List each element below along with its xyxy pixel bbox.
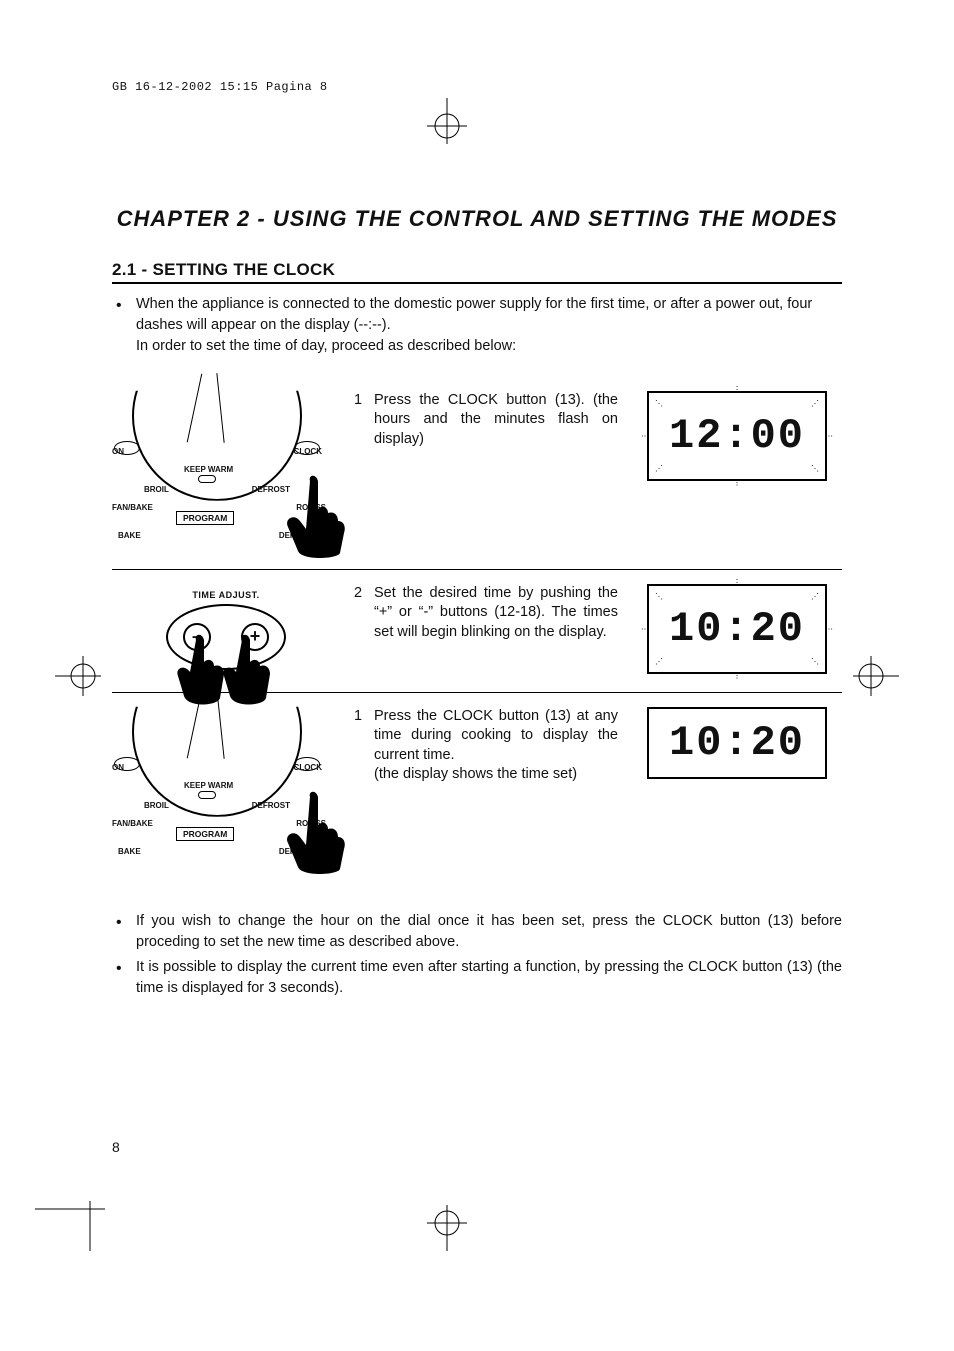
step1-body: Press the CLOCK button (13). (the hours … (374, 391, 618, 450)
panel-fanbake-label: FAN/BAKE (112, 819, 153, 828)
note-1: If you wish to change the hour on the di… (116, 911, 842, 953)
step2-display-col: ⋱⋰ ⋰⋱ ⋯⋯ ⋮⋮ 10:20 (632, 584, 842, 674)
chapter-title: CHAPTER 2 - USING THE CONTROL AND SETTIN… (112, 204, 842, 234)
step2-text: 2 Set the desired time by pushing the “+… (354, 584, 618, 643)
intro-bullets: When the appliance is connected to the d… (112, 294, 842, 357)
step-row-1: ON CLOCK KEEP WARM BROIL DEFROST FAN/BAK… (112, 377, 842, 570)
crop-mark-bl (35, 1201, 105, 1251)
hands-icon (176, 632, 276, 712)
hand-icon (282, 787, 352, 877)
panel-program-label: PROGRAM (176, 511, 234, 525)
panel-keepwarm-label: KEEP WARM (184, 781, 233, 790)
time-adjust-label: TIME ADJUST. (166, 590, 286, 600)
intro-bullet: When the appliance is connected to the d… (116, 294, 842, 357)
step2-body: Set the desired time by pushing the “+” … (374, 584, 618, 643)
panel-clock-label: CLOCK (294, 763, 322, 772)
page-header: GB 16-12-2002 15:15 Pagina 8 (112, 80, 842, 94)
step2-number: 2 (354, 584, 374, 643)
step-row-3: ON CLOCK KEEP WARM BROIL DEFROST FAN/BAK… (112, 693, 842, 885)
panel-keepwarm-label: KEEP WARM (184, 465, 233, 474)
step1-text: 1 Press the CLOCK button (13). (the hour… (354, 391, 618, 450)
panel-on-label: ON (112, 763, 124, 772)
step-row-2: TIME ADJUST. – + 2 Set the desired time … (112, 570, 842, 693)
hand-icon (282, 471, 352, 561)
panel-fanbake-label: FAN/BAKE (112, 503, 153, 512)
section-title: 2.1 - SETTING THE CLOCK (112, 260, 842, 284)
step3-display-col: 10:20 (632, 707, 842, 779)
step1-display: 12:00 (669, 412, 805, 460)
step3-display: 10:20 (669, 719, 805, 767)
panel-broil-label: BROIL (144, 801, 169, 810)
step3-body: Press the CLOCK button (13) at any time … (374, 707, 618, 785)
panel-bake-label: BAKE (118, 531, 141, 540)
panel-broil-label: BROIL (144, 485, 169, 494)
step2-illustration: TIME ADJUST. – + (112, 584, 340, 670)
note-2: It is possible to display the current ti… (116, 957, 842, 999)
page-number: 8 (112, 1139, 120, 1155)
crop-mark-right (853, 646, 899, 706)
step3-text: 1 Press the CLOCK button (13) at any tim… (354, 707, 618, 785)
step2-display: 10:20 (669, 605, 805, 653)
step3-number: 1 (354, 707, 374, 785)
step3-illustration: ON CLOCK KEEP WARM BROIL DEFROST FAN/BAK… (112, 707, 340, 867)
crop-mark-bottom (417, 1205, 477, 1251)
panel-on-label: ON (112, 447, 124, 456)
crop-mark-left (55, 646, 101, 706)
step1-illustration: ON CLOCK KEEP WARM BROIL DEFROST FAN/BAK… (112, 391, 340, 551)
footer-notes: If you wish to change the hour on the di… (112, 911, 842, 999)
step1-number: 1 (354, 391, 374, 450)
page-content: GB 16-12-2002 15:15 Pagina 8 CHAPTER 2 -… (112, 80, 842, 1003)
panel-program-label: PROGRAM (176, 827, 234, 841)
panel-bake-label: BAKE (118, 847, 141, 856)
step1-display-col: ⋱⋰ ⋰⋱ ⋯⋯ ⋮⋮ 12:00 (632, 391, 842, 481)
panel-clock-label: CLOCK (294, 447, 322, 456)
